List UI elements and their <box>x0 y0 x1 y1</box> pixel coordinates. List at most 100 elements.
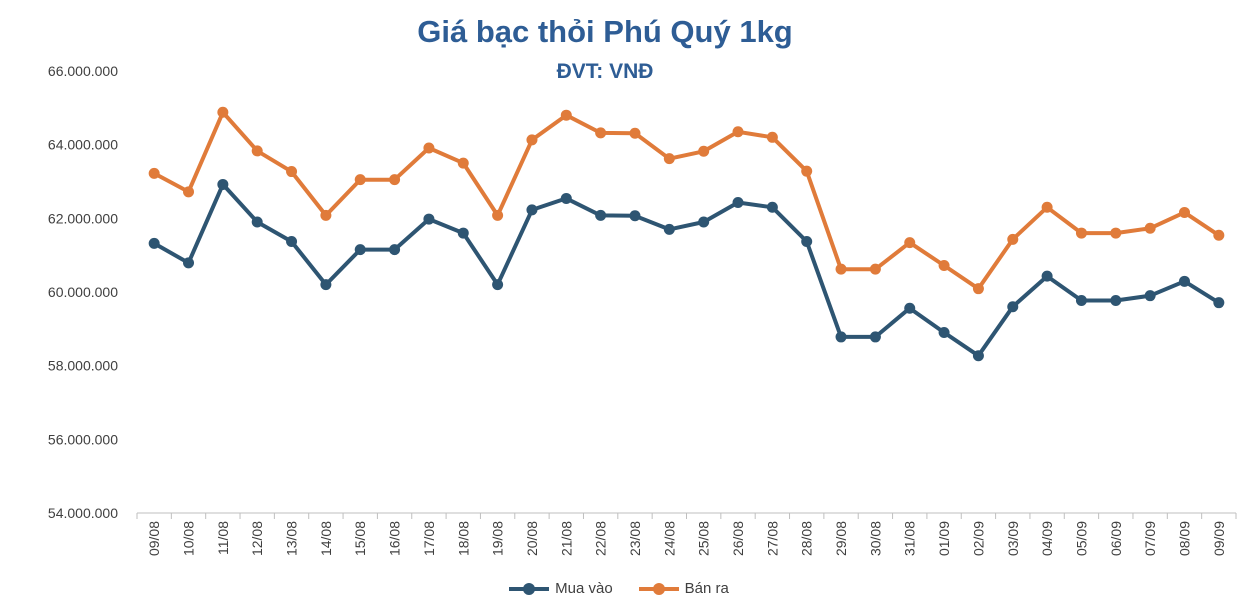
data-point-series-2 <box>663 153 675 165</box>
x-tick-label: 10/08 <box>181 521 197 556</box>
data-point-series-1 <box>1041 270 1053 282</box>
data-point-series-1 <box>526 204 538 216</box>
data-point-series-2 <box>1178 206 1190 218</box>
data-point-series-1 <box>286 236 298 248</box>
y-axis-tick-labels: 54.000.000 56.000.000 58.000.000 60.000.000… <box>48 63 118 521</box>
x-axis: 09/08 10/08 11/08 12/08 13/08 14/08 15/08 16/08… <box>136 512 1237 556</box>
data-point-series-1 <box>423 213 435 225</box>
x-tick-label: 03/09 <box>1005 521 1021 556</box>
data-point-series-1 <box>1110 294 1122 306</box>
x-tick-label: 20/08 <box>524 521 540 556</box>
data-point-series-2 <box>560 109 572 121</box>
data-point-series-1 <box>320 279 332 291</box>
x-tick-label: 29/08 <box>833 521 849 556</box>
legend-swatch-ban-ra <box>638 582 679 595</box>
data-point-series-1 <box>1178 275 1190 287</box>
legend-item-mua-vao[interactable]: Mua vào <box>509 580 613 597</box>
x-tick-label: 19/08 <box>490 521 506 556</box>
x-tick-label: 05/09 <box>1073 521 1089 556</box>
data-point-series-1 <box>217 178 229 190</box>
legend-swatch-mua-vao <box>509 582 550 595</box>
x-tick-label: 17/08 <box>421 521 437 556</box>
data-point-series-2 <box>492 209 504 221</box>
data-point-series-1 <box>389 244 401 256</box>
data-point-series-1 <box>869 331 881 343</box>
x-tick-label: 18/08 <box>455 521 471 556</box>
data-point-series-2 <box>801 165 813 177</box>
x-tick-label: 11/08 <box>215 521 231 555</box>
data-point-series-1 <box>972 350 984 362</box>
data-point-series-2 <box>1213 229 1225 241</box>
data-point-series-2 <box>389 174 401 186</box>
data-point-series-1 <box>835 331 847 343</box>
data-point-series-2 <box>732 126 744 138</box>
legend-item-ban-ra[interactable]: Bán ra <box>638 580 729 597</box>
data-point-series-1 <box>1213 297 1225 309</box>
data-point-series-2 <box>148 167 160 179</box>
data-point-series-2 <box>251 145 263 157</box>
data-point-series-1 <box>904 302 916 314</box>
x-tick-label: 27/08 <box>764 521 780 556</box>
x-tick-label: 25/08 <box>696 521 712 556</box>
data-point-series-1 <box>801 236 813 248</box>
data-point-series-1 <box>663 223 675 235</box>
data-point-series-1 <box>1144 290 1156 302</box>
chart-title: Giá bạc thỏi Phú Quý 1kg <box>417 14 793 49</box>
y-tick-label: 60.000.000 <box>48 284 118 300</box>
data-point-series-2 <box>869 263 881 275</box>
x-tick-label: 30/08 <box>867 521 883 556</box>
x-tick-label: 24/08 <box>661 521 677 556</box>
data-point-series-1 <box>560 192 572 204</box>
data-point-series-2 <box>526 134 538 146</box>
x-tick-label: 15/08 <box>352 521 368 556</box>
y-tick-label: 58.000.000 <box>48 358 118 374</box>
x-tick-label: 09/09 <box>1211 521 1227 556</box>
data-point-series-2 <box>457 157 469 169</box>
data-point-series-1 <box>595 209 607 221</box>
series-layer <box>148 106 1225 362</box>
data-point-series-1 <box>938 327 950 339</box>
x-tick-label: 01/09 <box>936 521 952 556</box>
y-tick-label: 54.000.000 <box>48 505 118 521</box>
data-point-series-2 <box>354 174 366 186</box>
data-point-series-2 <box>1110 227 1122 239</box>
y-tick-label: 66.000.000 <box>48 63 118 79</box>
x-tick-label: 26/08 <box>730 521 746 556</box>
y-tick-label: 56.000.000 <box>48 431 118 447</box>
data-point-series-2 <box>938 259 950 271</box>
data-point-series-2 <box>423 142 435 154</box>
data-point-series-1 <box>1075 294 1087 306</box>
data-point-series-1 <box>629 210 641 222</box>
y-tick-label: 62.000.000 <box>48 210 118 226</box>
data-point-series-1 <box>766 201 778 213</box>
x-tick-label: 23/08 <box>627 521 643 556</box>
x-tick-label: 06/09 <box>1108 521 1124 556</box>
x-tick-label: 02/09 <box>970 521 986 556</box>
x-tick-label: 21/08 <box>558 521 574 556</box>
data-point-series-1 <box>251 216 263 228</box>
data-point-series-1 <box>354 244 366 256</box>
x-tick-label: 04/09 <box>1039 521 1055 556</box>
data-point-series-2 <box>320 209 332 221</box>
data-point-series-1 <box>732 196 744 208</box>
data-point-series-2 <box>1007 233 1019 245</box>
x-tick-label: 31/08 <box>902 521 918 556</box>
data-point-series-2 <box>286 166 298 178</box>
data-point-series-2 <box>1075 227 1087 239</box>
data-point-series-2 <box>183 186 195 198</box>
x-tick-label: 16/08 <box>387 521 403 556</box>
data-point-series-1 <box>698 216 710 228</box>
data-point-series-2 <box>217 106 229 118</box>
legend-label-ban-ra: Bán ra <box>684 580 729 597</box>
x-tick-label: 13/08 <box>284 521 300 556</box>
x-tick-label: 07/09 <box>1142 521 1158 556</box>
data-point-series-2 <box>835 263 847 275</box>
y-tick-label: 64.000.000 <box>48 137 118 153</box>
data-point-series-2 <box>698 145 710 157</box>
x-tick-label: 08/09 <box>1176 521 1192 556</box>
legend-label-mua-vao: Mua vào <box>555 580 613 597</box>
data-point-series-1 <box>148 237 160 249</box>
x-tick-label: 09/08 <box>146 521 162 556</box>
data-point-series-1 <box>1007 301 1019 313</box>
